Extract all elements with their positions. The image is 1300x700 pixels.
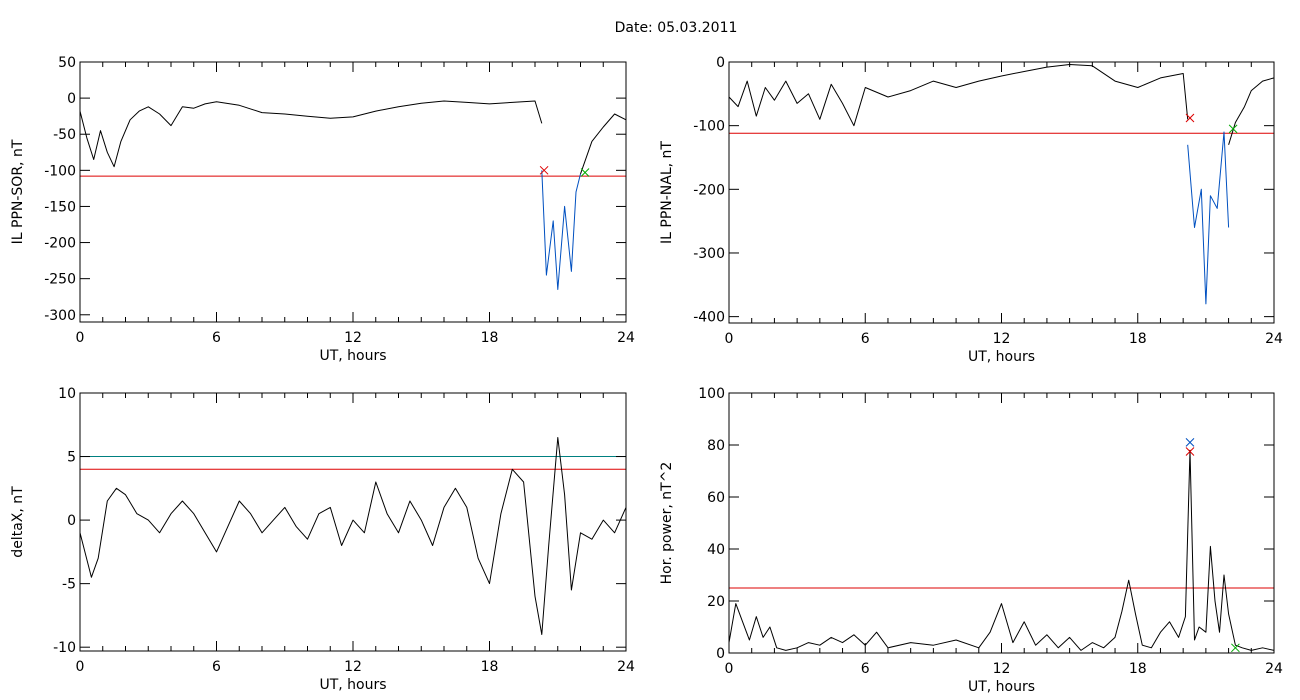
y-tick-label: -200: [44, 236, 76, 252]
event-marker-stroke: [1185, 438, 1195, 447]
chart-il-ppn-nal: 0 6 12 18 24 0 -100 -200 -300 -400 UT, hours IL PPN…: [659, 55, 1283, 365]
x-tick-label: 12: [344, 659, 362, 675]
y-tick-label: -300: [693, 246, 725, 262]
event-marker: [539, 165, 549, 175]
x-tick-label: 24: [617, 659, 635, 675]
x-tick-label: 6: [861, 331, 870, 347]
x-tick-label: 12: [993, 331, 1011, 347]
x-tick-label: 18: [481, 330, 499, 346]
event-marker-stroke: [1185, 447, 1195, 456]
y-axis-label: IL PPN-NAL, nT: [659, 141, 675, 244]
chart-hor-power: 0 6 12 18 24 0 20 40 60 80 100 UT, hours Hor. power,…: [659, 386, 1283, 695]
y-tick-label: -400: [693, 310, 725, 326]
plot-frame: [728, 392, 1275, 654]
y-tick-label: 0: [67, 91, 76, 107]
event-marker: [1185, 438, 1195, 447]
x-axis-label: UT, hours: [319, 348, 386, 364]
y-tick-label: -150: [44, 199, 76, 215]
y-tick-label: -50: [53, 127, 76, 143]
y-tick-label: 10: [58, 386, 76, 402]
y-tick-label: 50: [58, 55, 76, 71]
y-tick-label: 0: [716, 55, 725, 71]
x-tick-label: 0: [725, 331, 734, 347]
y-tick-label: 0: [67, 513, 76, 529]
y-axis-label: IL PPN-SOR, nT: [10, 139, 26, 244]
x-axis-label: UT, hours: [968, 679, 1035, 695]
y-tick-label: -10: [53, 640, 76, 656]
y-tick-label: -250: [44, 272, 76, 288]
event-marker: [1231, 643, 1240, 653]
x-tick-label: 6: [212, 659, 221, 675]
series-line: [541, 170, 581, 290]
x-tick-label: 18: [1129, 331, 1147, 347]
x-axis-label: UT, hours: [968, 349, 1035, 365]
chart-deltax: 0 6 12 18 24 10 5 0 -5 -10 UT, hours deltaX, nT: [10, 386, 635, 693]
x-tick-label: 12: [344, 330, 362, 346]
event-marker-stroke: [1185, 113, 1195, 123]
series-line: [728, 64, 1189, 127]
series-line: [728, 449, 1275, 651]
event-marker: [1228, 124, 1238, 134]
x-tick-label: 18: [481, 659, 499, 675]
y-axis-label: Hor. power, nT^2: [659, 462, 675, 585]
plot-frame: [79, 61, 627, 323]
x-axis-label: UT, hours: [319, 677, 386, 693]
series-line: [580, 113, 627, 175]
event-marker-stroke: [580, 168, 590, 177]
y-tick-label: 0: [716, 646, 725, 662]
y-axis-label: deltaX, nT: [10, 486, 26, 558]
event-marker: [1185, 113, 1195, 123]
event-marker: [580, 168, 590, 177]
y-tick-label: 60: [707, 490, 725, 506]
x-tick-label: 24: [1265, 661, 1283, 677]
series-line: [1228, 77, 1275, 145]
y-tick-label: 100: [698, 386, 725, 402]
x-tick-label: 24: [617, 330, 635, 346]
event-marker-stroke: [539, 165, 549, 175]
chart-il-ppn-sor: 0 6 12 18 24 50 0 -50 -100 -150 -200 -250 -300 UT, ho…: [10, 55, 635, 364]
x-tick-label: 0: [76, 330, 85, 346]
series-line: [79, 437, 627, 635]
y-tick-label: 20: [707, 594, 725, 610]
y-tick-label: 80: [707, 438, 725, 454]
x-tick-label: 18: [1129, 661, 1147, 677]
x-tick-label: 12: [993, 661, 1011, 677]
series-line: [1187, 131, 1230, 305]
y-tick-label: -5: [62, 577, 76, 593]
x-tick-label: 24: [1265, 331, 1283, 347]
x-tick-label: 6: [861, 661, 870, 677]
y-tick-label: -300: [44, 308, 76, 324]
figure-title: Date: 05.03.2011: [614, 20, 738, 36]
y-tick-label: -100: [693, 119, 725, 135]
event-marker-stroke: [1231, 643, 1240, 653]
event-marker: [1185, 447, 1195, 456]
x-tick-label: 0: [76, 659, 85, 675]
y-tick-label: 5: [67, 450, 76, 466]
y-tick-label: -100: [44, 163, 76, 179]
y-tick-label: -200: [693, 182, 725, 198]
y-tick-label: 40: [707, 542, 725, 558]
x-tick-label: 6: [212, 330, 221, 346]
plot-frame: [728, 61, 1275, 324]
series-line: [79, 100, 543, 168]
event-marker-stroke: [1228, 124, 1238, 134]
x-tick-label: 0: [725, 661, 734, 677]
plot-frame: [79, 392, 627, 652]
